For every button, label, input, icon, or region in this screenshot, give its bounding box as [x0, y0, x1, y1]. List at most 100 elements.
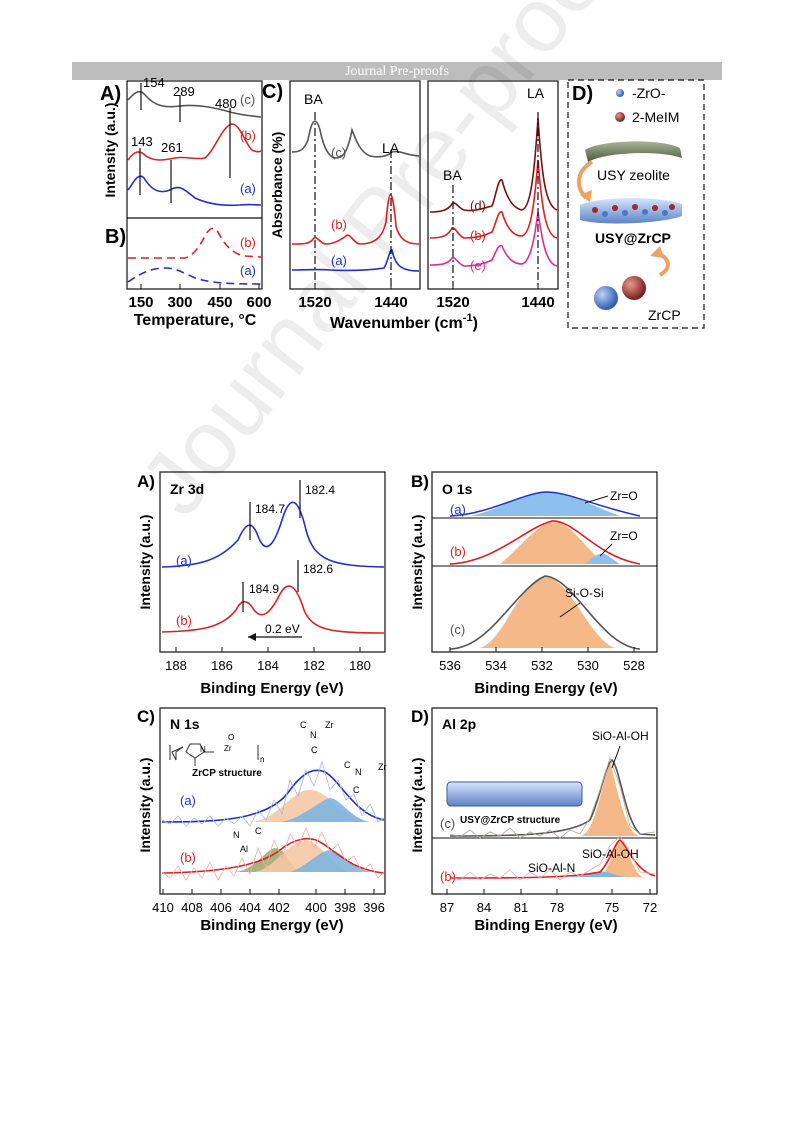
x-tick: 396 — [363, 900, 385, 915]
peak-label: 143 — [131, 134, 153, 149]
atom-label: N — [233, 830, 240, 840]
xps-a-label: A) — [137, 472, 155, 491]
atom-label: Al — [240, 844, 248, 854]
x-tick: 81 — [514, 900, 528, 915]
atom-label: C — [255, 826, 262, 836]
x-tick: 182 — [303, 658, 325, 673]
curve-label-e: (e) — [470, 258, 486, 273]
x-tick: 184 — [257, 658, 279, 673]
xps-b-label: B) — [411, 472, 429, 491]
annotation: Zr=O — [610, 529, 638, 543]
zrcp-structure-diagram — [169, 743, 259, 766]
panel-c-right-frame — [427, 80, 559, 290]
xps-c-frame — [159, 707, 386, 895]
xps-b-curve-c — [449, 575, 641, 650]
x-tick: 400 — [305, 900, 327, 915]
label-usy-zrcp: USY@ZrCP — [595, 230, 671, 246]
x-axis-label: Binding Energy (eV) — [474, 680, 617, 697]
curve-label-c: (c) — [331, 145, 346, 160]
x-tick: 410 — [152, 900, 174, 915]
structure-label: USY@ZrCP structure — [460, 815, 561, 826]
curve-label-c: (c) — [440, 816, 455, 831]
x-tick: 188 — [165, 658, 187, 673]
x-tick: 450 — [207, 294, 232, 311]
tpd-curve-b — [127, 123, 262, 161]
meim-legend-icon — [615, 112, 625, 122]
xps-b-curve-a — [449, 491, 641, 517]
xps-c-ylabel: Intensity (a.u.) — [137, 758, 153, 853]
x-tick: 398 — [334, 900, 356, 915]
curve-label-b: (b) — [331, 217, 347, 232]
peak-label: 184.7 — [255, 502, 285, 516]
curve-label-c: (c) — [240, 92, 255, 107]
atom-label: C — [311, 745, 318, 755]
panel-b-label: B) — [105, 226, 126, 248]
x-tick: 528 — [623, 658, 645, 673]
x-axis-label: Wavenumber (cm-1) — [330, 312, 478, 332]
panel-a-ylabel: Intensity (a.u.) — [102, 103, 118, 198]
x-tick: 186 — [211, 658, 233, 673]
peak-label: 184.9 — [249, 582, 279, 596]
usy-zrcp-slab-icon — [580, 198, 682, 224]
curve-label-a: (a) — [240, 181, 256, 196]
atom-label: C — [344, 760, 351, 770]
curve-label-b: (b) — [450, 544, 466, 559]
zeolite-slab-icon — [585, 141, 682, 162]
curve-label-a: (a) — [331, 253, 347, 268]
panel-d-frame — [567, 79, 705, 329]
atom-label: N — [310, 730, 317, 740]
peak-label: 261 — [161, 140, 183, 155]
peak-label: 154 — [143, 75, 165, 90]
xps-a-frame — [159, 471, 386, 653]
atom-label: O — [228, 733, 234, 742]
xps-d-frame — [431, 707, 658, 895]
atom-label: Zr — [224, 744, 232, 753]
xps-a-curve-a — [161, 501, 385, 568]
xps-b-ylabel: Intensity (a.u.) — [409, 515, 425, 610]
curve-label-a: (a) — [176, 553, 192, 568]
x-tick: 84 — [477, 900, 491, 915]
structure-label: ZrCP structure — [192, 768, 262, 779]
peak-label: 182.4 — [305, 483, 335, 497]
x-tick: 75 — [605, 900, 619, 915]
x-axis-label: Temperature, °C — [134, 312, 257, 329]
ir-curve-a — [291, 249, 420, 272]
x-tick: 406 — [210, 900, 232, 915]
x-tick: 1520 — [436, 294, 469, 311]
panel-c-left-frame — [289, 80, 421, 290]
annotation: SiO-Al-OH — [582, 847, 639, 861]
peak-label: 182.6 — [303, 562, 333, 576]
peak-label-la: LA — [527, 85, 545, 101]
annotation: SiO-Al-OH — [592, 729, 649, 743]
xps-c-label: C) — [137, 707, 155, 726]
journal-header-bar: Journal Pre-proofs — [72, 62, 722, 80]
atom-label: n — [260, 755, 264, 764]
label-usy-zeolite: USY zeolite — [597, 167, 670, 183]
panel-a-label: A) — [100, 83, 121, 105]
particle-dots — [592, 204, 675, 217]
curve-label-a: (a) — [240, 263, 256, 278]
x-axis-label: Binding Energy (eV) — [200, 680, 343, 697]
x-tick: 1440 — [521, 294, 554, 311]
x-tick: 534 — [485, 658, 507, 673]
annotation: SiO-Al-N — [528, 861, 575, 875]
x-tick: 72 — [643, 900, 657, 915]
peak-label-la: LA — [382, 140, 400, 156]
x-tick: 180 — [349, 658, 371, 673]
panel-ab-frame — [126, 80, 263, 290]
x-tick: 1520 — [298, 294, 331, 311]
xps-d-ylabel: Intensity (a.u.) — [409, 758, 425, 853]
atom-label: Zr — [378, 762, 387, 772]
ir-curve-b — [291, 193, 420, 245]
xps-c-title: N 1s — [170, 716, 200, 732]
x-axis-label: Binding Energy (eV) — [474, 917, 617, 934]
x-axis-label: Binding Energy (eV) — [200, 917, 343, 934]
zro-legend-icon — [616, 89, 624, 97]
x-tick: 300 — [167, 294, 192, 311]
curve-label-c: (c) — [450, 622, 465, 637]
xps-d-label: D) — [411, 707, 429, 726]
x-tick: 404 — [239, 900, 261, 915]
x-tick: 402 — [268, 900, 290, 915]
atom-label: N — [200, 745, 206, 754]
